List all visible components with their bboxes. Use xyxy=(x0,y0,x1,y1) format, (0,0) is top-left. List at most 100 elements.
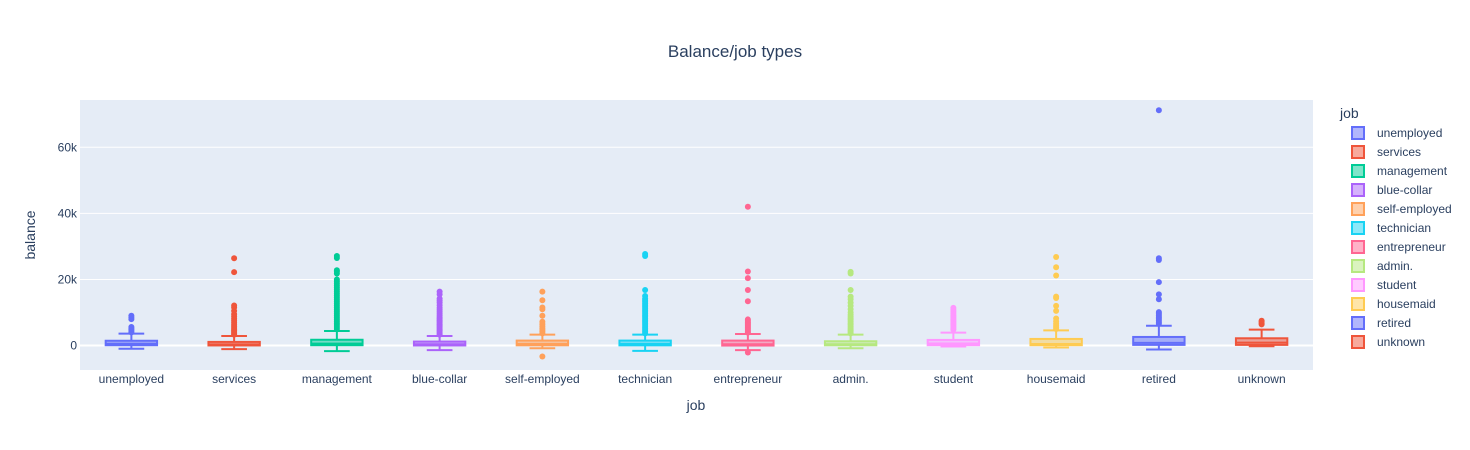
outlier-point xyxy=(1155,279,1162,286)
y-tick-label: 40k xyxy=(58,206,78,220)
y-tick-label: 20k xyxy=(58,272,78,286)
box-services xyxy=(207,255,261,351)
outlier-point xyxy=(847,293,854,300)
outlier-point xyxy=(1155,291,1162,298)
legend-label: student xyxy=(1377,278,1417,292)
outlier-point xyxy=(744,298,751,305)
box-body xyxy=(1132,335,1186,346)
legend-swatch xyxy=(1351,164,1365,178)
outlier-point xyxy=(744,203,751,210)
legend-swatch xyxy=(1351,145,1365,159)
legend-item-management[interactable]: management xyxy=(1351,164,1448,178)
legend-swatch xyxy=(1351,126,1365,140)
box-unknown xyxy=(1234,317,1289,348)
outlier-point xyxy=(744,349,751,356)
legend-swatch xyxy=(1351,221,1365,235)
legend-label: management xyxy=(1377,164,1448,178)
outlier-point xyxy=(1258,317,1265,324)
outlier-point xyxy=(231,255,238,262)
outlier-point xyxy=(333,267,340,274)
legend-swatch xyxy=(1351,240,1365,254)
outlier-point xyxy=(744,316,751,323)
box-management xyxy=(310,252,364,353)
outlier-point xyxy=(847,268,854,275)
legend-item-blue-collar[interactable]: blue-collar xyxy=(1351,183,1432,197)
outlier-point xyxy=(333,276,340,283)
y-axis-label: balance xyxy=(22,210,38,259)
box-student xyxy=(926,304,981,348)
legend-label: self-employed xyxy=(1377,202,1452,216)
legend-item-unemployed[interactable]: unemployed xyxy=(1351,126,1442,140)
x-tick-label: management xyxy=(302,372,373,386)
legend-swatch xyxy=(1351,259,1365,273)
legend-item-unknown[interactable]: unknown xyxy=(1351,335,1425,349)
legend-item-housemaid[interactable]: housemaid xyxy=(1351,297,1436,311)
outlier-point xyxy=(950,304,957,311)
plot-area xyxy=(80,100,1313,370)
outlier-point xyxy=(1053,293,1060,300)
outlier-point xyxy=(539,304,546,311)
legend-item-technician[interactable]: technician xyxy=(1351,221,1431,235)
box-technician xyxy=(618,251,672,352)
outlier-point xyxy=(1053,315,1060,322)
x-tick-label: self-employed xyxy=(505,372,580,386)
outlier-point xyxy=(333,252,340,259)
outlier-point xyxy=(436,295,443,302)
x-axis-ticks: unemployed services management blue-collar s… xyxy=(99,372,1286,386)
outlier-point xyxy=(1053,307,1060,314)
gridlines xyxy=(80,146,1313,347)
legend: job unemployed services management blue-col… xyxy=(1339,105,1452,349)
x-tick-label: admin. xyxy=(833,372,869,386)
boxes-layer xyxy=(104,107,1289,360)
y-axis-ticks: 0 20k 40k 60k xyxy=(58,140,78,352)
x-tick-label: technician xyxy=(618,372,672,386)
chart-title: Balance/job types xyxy=(668,42,802,61)
x-tick-label: student xyxy=(934,372,974,386)
legend-item-entrepreneur[interactable]: entrepreneur xyxy=(1351,240,1446,254)
outlier-point xyxy=(642,292,649,299)
x-tick-label: unemployed xyxy=(99,372,164,386)
x-tick-label: services xyxy=(212,372,256,386)
box-self-employed xyxy=(515,288,570,360)
box-admin- xyxy=(823,268,878,350)
outlier-point xyxy=(128,324,135,331)
outlier-point xyxy=(1155,255,1162,262)
x-axis-label: job xyxy=(686,397,706,413)
y-tick-label: 0 xyxy=(70,339,77,353)
outlier-point xyxy=(539,318,546,325)
legend-swatch xyxy=(1351,297,1365,311)
box-blue-collar xyxy=(412,288,467,352)
outlier-point xyxy=(1155,107,1162,114)
outlier-point xyxy=(847,287,854,294)
x-tick-label: housemaid xyxy=(1027,372,1086,386)
box-body xyxy=(721,339,775,347)
legend-item-admin-[interactable]: admin. xyxy=(1351,259,1413,273)
outlier-point xyxy=(128,312,135,319)
outlier-point xyxy=(744,275,751,282)
legend-label: services xyxy=(1377,145,1421,159)
box-housemaid xyxy=(1029,253,1083,349)
legend-title: job xyxy=(1339,105,1359,121)
legend-label: retired xyxy=(1377,316,1411,330)
legend-swatch xyxy=(1351,202,1365,216)
box-body xyxy=(1029,337,1083,347)
outlier-point xyxy=(642,251,649,258)
box-retired xyxy=(1132,107,1186,351)
legend-swatch xyxy=(1351,316,1365,330)
outlier-point xyxy=(1053,253,1060,260)
outlier-point xyxy=(744,268,751,275)
legend-item-self-employed[interactable]: self-employed xyxy=(1351,202,1452,216)
legend-item-services[interactable]: services xyxy=(1351,145,1421,159)
legend-label: unemployed xyxy=(1377,126,1442,140)
outlier-point xyxy=(1053,302,1060,309)
legend-item-student[interactable]: student xyxy=(1351,278,1417,292)
outlier-point xyxy=(744,287,751,294)
legend-item-retired[interactable]: retired xyxy=(1351,316,1411,330)
legend-label: admin. xyxy=(1377,259,1413,273)
outlier-point xyxy=(539,297,546,304)
outlier-point xyxy=(539,353,546,360)
legend-swatch xyxy=(1351,278,1365,292)
outlier-point xyxy=(1155,296,1162,303)
outlier-point xyxy=(1155,309,1162,316)
outlier-point xyxy=(539,312,546,319)
